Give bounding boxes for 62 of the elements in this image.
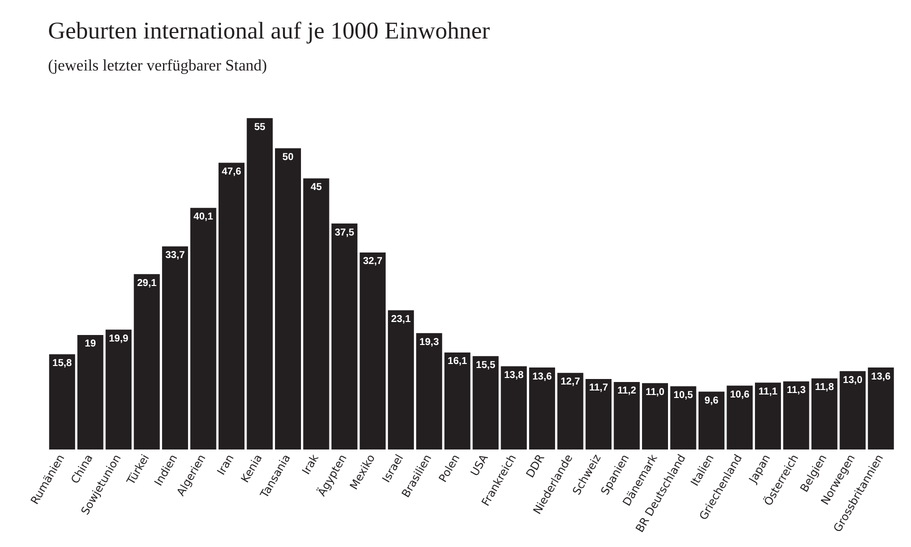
data-label: 19 <box>84 338 96 350</box>
bar <box>162 246 188 450</box>
bar <box>642 383 668 450</box>
bar <box>246 118 273 450</box>
data-label: 19,3 <box>419 336 440 348</box>
data-label: 50 <box>282 152 294 163</box>
data-label: 45 <box>310 182 322 194</box>
data-label: 15,8 <box>52 358 72 370</box>
data-label: 11,7 <box>589 382 608 394</box>
bar <box>698 392 724 450</box>
bar <box>840 371 866 450</box>
data-label: 13,6 <box>532 371 552 382</box>
chart-title: Geburten international auf je 1000 Einwohner <box>48 18 490 45</box>
bar <box>77 334 104 450</box>
data-label: 9,6 <box>704 395 719 406</box>
bar <box>811 378 838 450</box>
bar <box>500 366 527 450</box>
data-label: 11,1 <box>758 386 778 398</box>
bar <box>388 310 414 450</box>
bar <box>726 386 753 450</box>
bar <box>868 368 894 450</box>
data-label: 23,1 <box>391 314 412 326</box>
bar <box>218 162 245 450</box>
data-label: 55 <box>254 122 266 133</box>
chart-subtitle: (jeweils letzter verfügbarer Stand) <box>48 58 268 75</box>
data-label: 37,5 <box>334 227 355 238</box>
data-label: 12,7 <box>560 376 580 388</box>
bar <box>331 224 358 450</box>
data-label: 10,5 <box>674 390 694 401</box>
data-label: 13,6 <box>871 371 892 382</box>
bar <box>190 208 216 450</box>
bar <box>557 372 584 450</box>
bar <box>586 378 612 450</box>
bar <box>303 178 330 450</box>
bar <box>754 382 781 450</box>
data-label: 33,7 <box>165 250 186 262</box>
bar <box>670 386 696 450</box>
bar <box>274 148 301 450</box>
bar <box>783 381 810 450</box>
bar <box>614 382 640 450</box>
data-label: 15,5 <box>476 360 496 371</box>
data-label: 47,6 <box>222 166 242 178</box>
bar <box>106 330 132 450</box>
bar <box>49 354 76 450</box>
data-label: 19,9 <box>108 333 129 344</box>
bar <box>444 352 470 450</box>
bar <box>472 356 499 450</box>
data-label: 11,8 <box>814 382 834 394</box>
data-label: 29,1 <box>137 278 157 289</box>
bar <box>416 333 442 450</box>
data-label: 11,2 <box>617 386 637 397</box>
data-label: 32,7 <box>362 256 383 268</box>
data-label: 11,0 <box>646 386 665 398</box>
data-label: 10,6 <box>730 389 750 400</box>
data-label: 13,0 <box>842 374 863 386</box>
data-label: 13,8 <box>504 370 524 382</box>
bar <box>360 252 386 450</box>
data-label: 40,1 <box>194 212 214 223</box>
bar <box>134 274 160 450</box>
data-label: 16,1 <box>448 356 468 368</box>
bar <box>529 368 556 450</box>
data-label: 11,3 <box>786 385 806 396</box>
